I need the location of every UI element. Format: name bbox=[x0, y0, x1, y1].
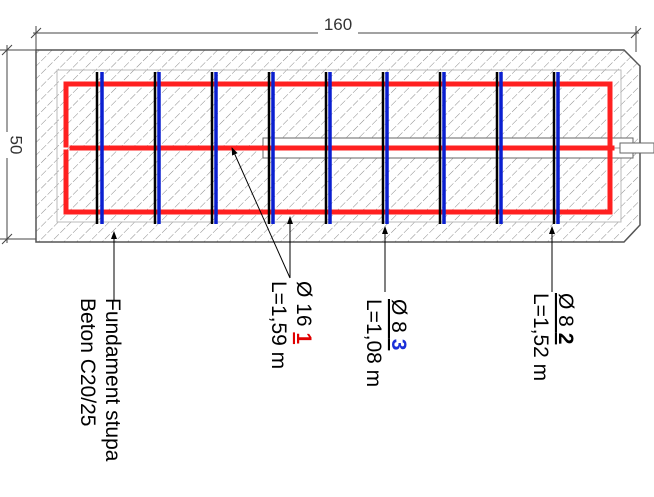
bar2-mark: 2 bbox=[554, 333, 577, 345]
leader-bar1-a bbox=[231, 147, 291, 279]
height-dimension-label: 50 bbox=[7, 136, 26, 155]
stirrup bbox=[495, 72, 503, 224]
bar1-label: Ø 16 1 bbox=[292, 281, 315, 344]
height-tick-bottom bbox=[1, 233, 13, 245]
height-dimension: 50 bbox=[0, 44, 36, 245]
bar3-mark: 3 bbox=[387, 339, 410, 351]
stirrup bbox=[381, 72, 389, 224]
anchor-pipe-end bbox=[619, 142, 654, 154]
concrete-note: Fundament stupa Beton C20/25 bbox=[76, 298, 124, 462]
height-tick-top bbox=[1, 44, 13, 56]
bar1-note: Ø 16 1 L=1,59 m bbox=[267, 281, 315, 369]
stirrup bbox=[267, 72, 275, 224]
main-rebar-1 bbox=[63, 81, 615, 215]
stirrup bbox=[210, 72, 218, 224]
width-dimension-label: 160 bbox=[324, 15, 352, 34]
concrete-note-line1: Fundament stupa bbox=[101, 298, 124, 462]
bar3-label: Ø 8 3 bbox=[387, 299, 410, 350]
width-tick-left bbox=[30, 27, 42, 39]
bar3-note: Ø 8 3 L=1,08 m bbox=[362, 299, 410, 387]
stirrup bbox=[153, 72, 161, 224]
bar1-mark: 1 bbox=[292, 332, 315, 344]
concrete-note-line2: Beton C20/25 bbox=[76, 298, 99, 426]
bar2-length: L=1,52 m bbox=[529, 293, 552, 381]
stirrup bbox=[438, 72, 446, 224]
width-dimension: 160 bbox=[30, 14, 642, 52]
stirrup bbox=[95, 72, 104, 224]
leader-lines bbox=[111, 147, 555, 300]
width-tick-right bbox=[630, 27, 642, 39]
bar2-note: Ø 8 2 L=1,52 m bbox=[529, 293, 577, 381]
stirrups bbox=[95, 72, 560, 224]
stirrup bbox=[552, 72, 560, 224]
bar2-label: Ø 8 2 bbox=[554, 293, 577, 344]
bar3-length: L=1,08 m bbox=[362, 299, 385, 387]
bar1-length: L=1,59 m bbox=[267, 281, 290, 369]
stirrup bbox=[324, 72, 332, 224]
